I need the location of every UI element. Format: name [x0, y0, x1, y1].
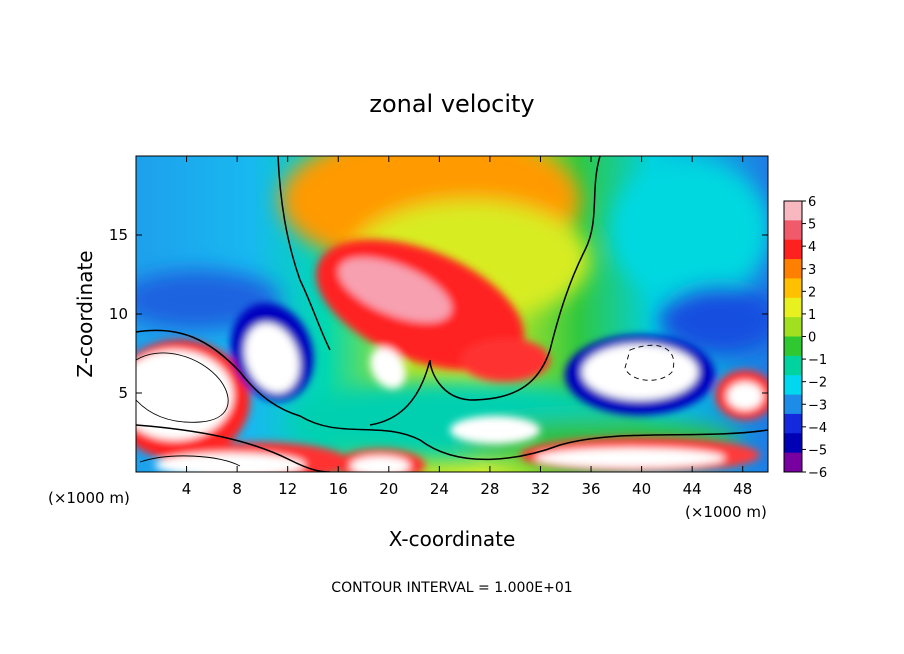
colorbar-tick-label: 2 — [808, 285, 816, 300]
zero-contour-bottom — [136, 424, 331, 472]
y-axis-ticks: 5 10 15 — [109, 226, 768, 402]
x-tick-label: 36 — [581, 480, 600, 498]
x-tick-label: 40 — [632, 480, 651, 498]
x-tick-label: 4 — [182, 480, 192, 498]
colorbar-swatch — [784, 336, 802, 357]
colorbar-swatch — [784, 220, 802, 241]
colorbar-swatch — [784, 433, 802, 454]
colorbar-swatch — [784, 239, 802, 260]
neg-white-mid — [450, 416, 540, 444]
colorbar-tick-label: −5 — [808, 443, 827, 458]
core-pink-large — [338, 257, 452, 323]
left-white-jet — [136, 350, 233, 440]
colorbar-tick-label: 0 — [808, 331, 816, 346]
chart-title: zonal velocity — [369, 90, 534, 118]
colorbar: 6 5 4 3 2 1 0 −1 −2 −3 −4 −5 −6 — [783, 195, 827, 481]
colorbar-swatch — [784, 297, 802, 318]
x-tick-label: 8 — [232, 480, 242, 498]
x-tick-label: 48 — [733, 480, 752, 498]
colorbar-tick-label: −6 — [808, 466, 827, 481]
x-units-right: (×1000 m) — [685, 503, 767, 521]
colorbar-tick-label: 1 — [808, 308, 816, 323]
mid-lower-white — [350, 456, 410, 472]
colorbar-tick-label: −1 — [808, 353, 827, 368]
x-tick-label: 12 — [278, 480, 297, 498]
x-axis-label: X-coordinate — [389, 527, 516, 551]
contour-interval-note: CONTOUR INTERVAL = 1.000E+01 — [331, 580, 572, 596]
colorbar-swatch — [784, 413, 802, 434]
colorbar-tick-label: −2 — [808, 376, 827, 391]
zero-contour-left — [277, 156, 331, 351]
core-pink-small — [370, 347, 406, 389]
colorbar-tick-label: 5 — [808, 218, 816, 233]
y-tick-label: 15 — [109, 226, 128, 244]
colorbar-tick-label: 6 — [808, 195, 816, 210]
thin-contour-right — [624, 344, 675, 381]
x-units-left: (×1000 m) — [48, 489, 130, 507]
colorbar-tick-label: −3 — [808, 398, 827, 413]
right-upper-cyan — [610, 160, 768, 300]
x-tick-label: 24 — [430, 480, 449, 498]
colorbar-swatch — [784, 355, 802, 376]
far-right-white — [727, 382, 763, 410]
velocity-field — [136, 156, 768, 472]
colorbar-swatch — [784, 394, 802, 415]
colorbar-swatch — [784, 278, 802, 299]
right-blue-lobe — [660, 285, 768, 355]
x-tick-label: 16 — [329, 480, 348, 498]
colorbar-swatch — [784, 201, 802, 221]
core-red-lower — [460, 338, 550, 382]
y-tick-label: 10 — [109, 305, 128, 323]
colorbar-tick-label: −4 — [808, 421, 827, 436]
colorbar-swatch — [784, 317, 802, 337]
colorbar-swatch — [784, 375, 802, 396]
x-tick-label: 32 — [531, 480, 550, 498]
right-lower-white — [535, 448, 725, 468]
thin-contour-bottom — [139, 455, 241, 467]
neg-white-right — [582, 344, 698, 400]
left-lower-white — [155, 453, 305, 472]
x-axis-ticks: 4 8 12 16 20 24 28 32 36 40 44 48 — [182, 156, 752, 498]
x-tick-label: 44 — [683, 480, 702, 498]
x-tick-label: 20 — [379, 480, 398, 498]
thin-contour-left — [136, 352, 229, 423]
x-tick-label: 28 — [480, 480, 499, 498]
y-tick-label: 5 — [118, 384, 128, 402]
zero-contour-lower — [136, 329, 768, 461]
neg-white-left — [244, 323, 300, 393]
colorbar-tick-label: 3 — [808, 263, 816, 278]
zero-contour-right — [369, 156, 601, 426]
colorbar-swatch — [784, 259, 802, 279]
colorbar-swatch — [784, 452, 802, 473]
y-axis-label: Z-coordinate — [73, 250, 97, 377]
colorbar-tick-label: 4 — [808, 240, 816, 255]
